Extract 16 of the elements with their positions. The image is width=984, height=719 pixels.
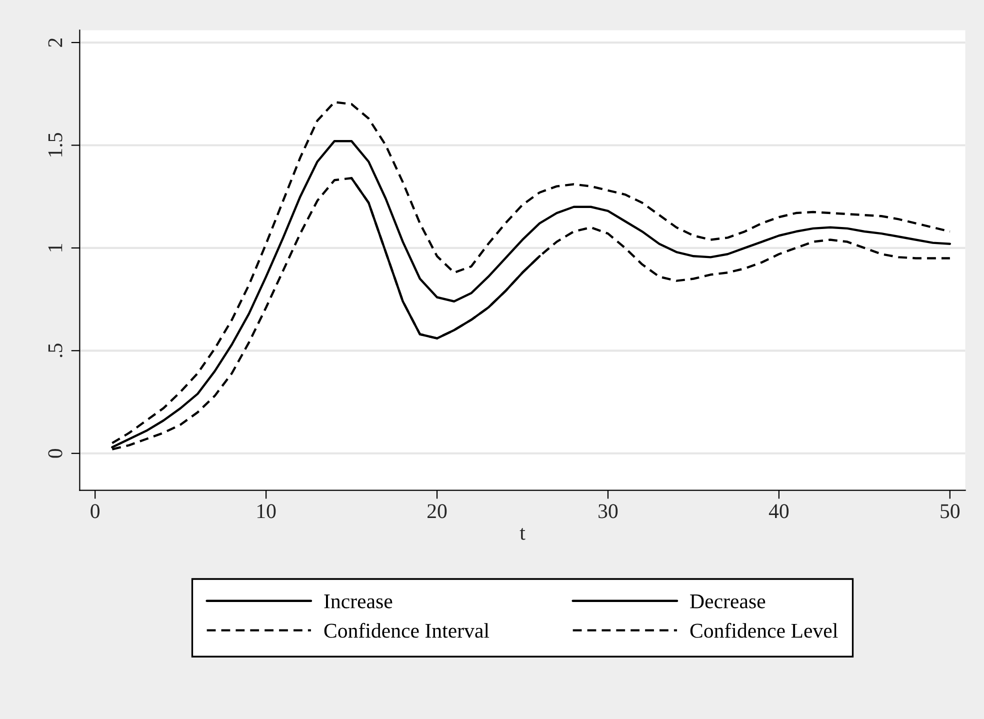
legend-label: Decrease: [690, 594, 766, 608]
legend-label: Confidence Interval: [324, 622, 490, 638]
y-tick-label: 2: [48, 38, 62, 47]
x-axis-title: t: [520, 528, 526, 540]
x-tick-label: 30: [598, 504, 618, 518]
x-tick-label: 50: [940, 504, 960, 518]
y-tick-label: .5: [48, 344, 62, 358]
y-tick-label: 1: [48, 244, 62, 252]
x-tick-label: 20: [428, 504, 447, 518]
y-tick-label: 0: [48, 448, 62, 458]
x-tick-label: 0: [90, 504, 100, 518]
x-tick-label: 40: [768, 504, 789, 518]
y-tick-label: 1.5: [48, 133, 62, 156]
x-tick-label: 10: [257, 504, 276, 518]
legend-label: Increase: [324, 594, 392, 608]
legend-label: Confidence Level: [690, 622, 838, 638]
